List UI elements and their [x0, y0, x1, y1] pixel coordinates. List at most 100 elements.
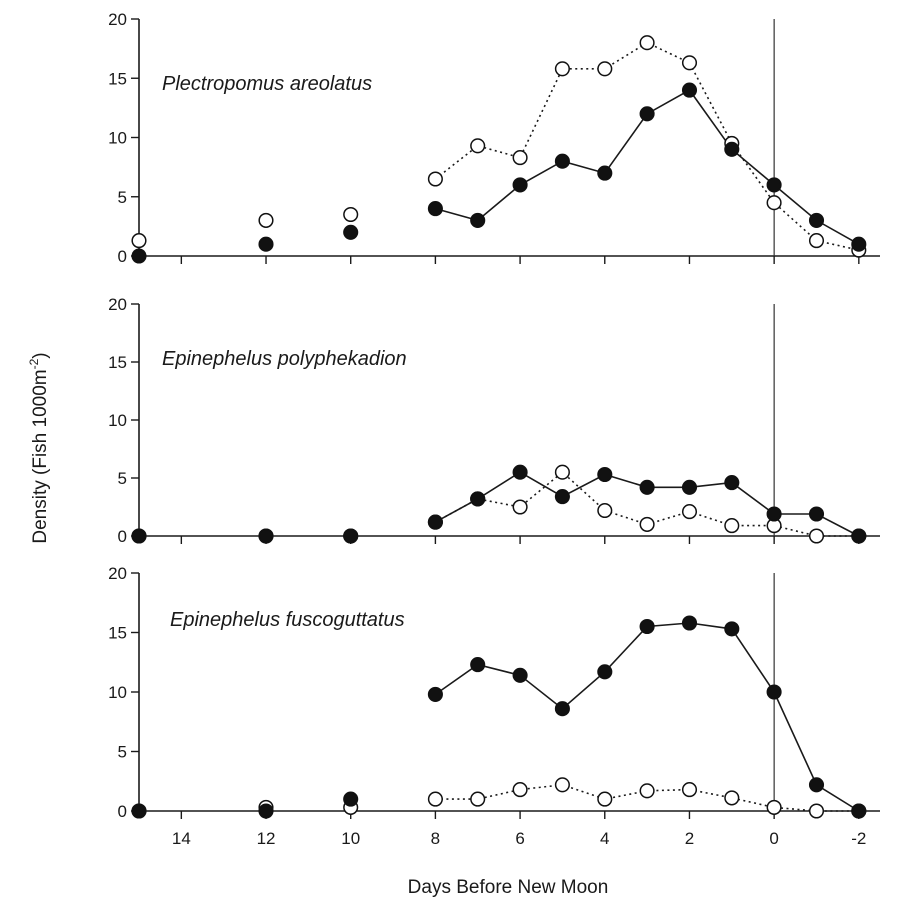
x-tick-label: 8 — [431, 829, 440, 848]
y-tick-label: 15 — [108, 353, 127, 372]
open-marker — [427, 791, 443, 807]
y-tick-label: 15 — [108, 624, 127, 643]
filled-series-line — [434, 622, 860, 812]
open-marker — [808, 803, 825, 819]
y-axis-title-close: ) — [30, 352, 51, 358]
open-marker — [766, 799, 782, 815]
filled-marker — [681, 479, 698, 495]
open-marker — [131, 233, 147, 249]
y-tick-label: 5 — [118, 743, 127, 762]
filled-marker — [343, 791, 359, 807]
filled-marker — [681, 82, 698, 98]
filled-marker — [512, 667, 528, 683]
x-tick-label: 2 — [685, 829, 694, 848]
filled-marker — [724, 621, 740, 637]
y-tick-label: 5 — [118, 188, 127, 207]
filled-marker — [131, 248, 147, 264]
open-marker — [343, 206, 359, 223]
y-tick-label: 10 — [108, 129, 127, 148]
open-marker — [597, 791, 613, 807]
y-tick-label: 0 — [118, 247, 127, 266]
filled-marker — [766, 177, 782, 193]
open-marker — [681, 55, 698, 71]
filled-marker — [597, 664, 613, 680]
filled-marker — [427, 686, 443, 702]
filled-marker — [851, 236, 867, 252]
filled-marker — [258, 803, 274, 819]
panel-title: Epinephelus polyphekadion — [162, 348, 407, 370]
open-marker — [554, 464, 570, 480]
filled-marker — [427, 514, 443, 530]
filled-marker — [724, 475, 740, 491]
open-marker — [639, 783, 655, 799]
filled-marker — [851, 528, 867, 544]
filled-marker — [597, 466, 613, 483]
filled-marker — [131, 528, 147, 544]
filled-marker — [258, 236, 274, 252]
panel-1: 0 5 10 15 20 Plectropomus areolatus — [108, 10, 880, 266]
filled-marker — [639, 106, 655, 122]
filled-marker — [639, 479, 655, 495]
filled-marker — [470, 491, 486, 507]
filled-marker — [597, 165, 613, 181]
filled-marker — [554, 701, 570, 717]
filled-marker — [258, 528, 274, 544]
filled-marker — [724, 141, 740, 157]
y-tick-label: 10 — [108, 683, 127, 702]
filled-marker — [512, 464, 528, 480]
filled-marker — [851, 803, 867, 819]
filled-marker — [808, 506, 825, 522]
y-axis-title: Density (Fish 1000m-2) — [27, 352, 51, 543]
filled-marker — [766, 684, 782, 700]
y-tick-label: 20 — [108, 295, 127, 314]
filled-marker — [470, 657, 486, 673]
open-marker — [766, 195, 782, 211]
filled-marker — [681, 615, 698, 631]
x-tick-label: 6 — [515, 829, 524, 848]
x-tick-label: 12 — [257, 829, 276, 848]
open-marker — [554, 61, 570, 77]
filled-marker — [766, 506, 782, 522]
filled-marker — [131, 803, 147, 819]
y-axis-title-main: Density (Fish 1000m — [30, 369, 51, 543]
open-marker — [470, 138, 486, 154]
y-tick-label: 15 — [108, 69, 127, 88]
open-marker — [808, 528, 825, 544]
filled-marker — [470, 212, 486, 228]
filled-marker — [554, 489, 570, 505]
open-marker — [681, 504, 698, 520]
x-tick-label: -2 — [851, 829, 866, 848]
open-marker — [724, 518, 740, 534]
open-marker — [512, 499, 528, 515]
open-marker — [639, 35, 655, 51]
x-tick-label: 10 — [341, 829, 360, 848]
open-marker — [597, 61, 613, 77]
open-marker — [681, 782, 698, 798]
filled-marker — [639, 618, 655, 635]
open-marker — [554, 777, 570, 793]
open-marker — [724, 790, 740, 806]
y-axis-title-superscript: -2 — [27, 358, 41, 369]
filled-marker — [343, 528, 359, 544]
open-marker — [470, 791, 486, 807]
open-series-line — [434, 41, 859, 251]
filled-marker — [512, 177, 528, 193]
y-tick-label: 0 — [118, 802, 127, 821]
filled-marker — [808, 212, 825, 228]
x-tick-label: 14 — [172, 829, 191, 848]
filled-marker — [554, 153, 570, 169]
filled-marker — [808, 777, 825, 793]
y-tick-label: 10 — [108, 411, 127, 430]
open-marker — [512, 150, 528, 166]
y-tick-label: 20 — [108, 564, 127, 583]
panel-2: 0 5 10 15 20 Epinephelus polyphekadion — [108, 295, 880, 546]
filled-marker — [343, 224, 359, 240]
x-tick-label: 0 — [769, 829, 778, 848]
open-marker — [258, 212, 274, 228]
panel-title: Epinephelus fuscoguttatus — [170, 609, 405, 631]
open-marker — [427, 171, 443, 187]
x-axis-title: Days Before New Moon — [408, 877, 609, 898]
